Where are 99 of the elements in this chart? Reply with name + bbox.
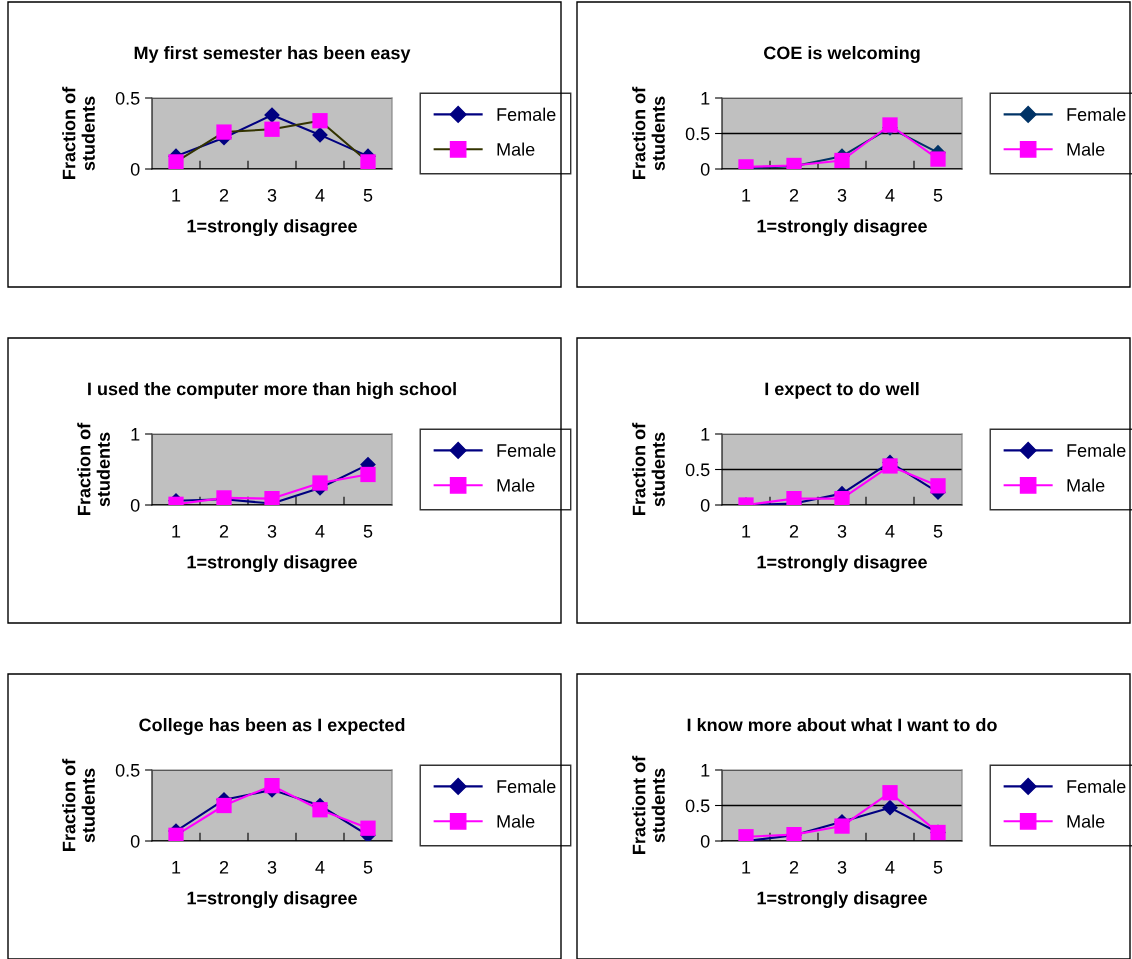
point [312,802,328,818]
y-axis-title: Fraction of students [62,86,95,179]
point [786,490,802,505]
x-axis-title: 1=strongly disagree [757,555,927,573]
point [360,466,376,483]
x-tick-label: 5 [363,189,373,202]
legend-label: Female [497,779,556,793]
x-tick-label: 5 [933,189,943,202]
chart-title: COE is welcoming [763,46,920,63]
x-axis-title: 1=strongly disagree [757,219,927,237]
x-tick-label: 3 [837,860,847,874]
y-axis-title: Fraction of students [77,422,110,515]
chart-title: I know more about what I want to do [687,718,997,732]
point [360,820,376,836]
y-tick-label: 1 [701,428,710,441]
x-tick-label: 4 [315,861,325,874]
chart-title: College has been as I expected [139,718,405,735]
y-axis-title: Fraction of students [632,86,665,179]
y-tick-label: 0 [700,834,710,848]
point [216,124,232,140]
x-tick-label: 4 [315,189,325,202]
point [168,154,184,169]
y-tick-label: 1 [131,428,140,441]
point [834,818,850,834]
x-axis-title: 1=strongly disagree [187,891,357,909]
x-axis-title: 1=strongly disagree [187,219,357,237]
legend-label: Male [497,814,535,828]
y-tick-label: 0.5 [115,763,140,777]
point [312,113,328,129]
x-tick-label: 1 [172,189,181,202]
y-axis-title: Fraction of students [632,422,665,515]
x-tick-label: 3 [837,188,847,202]
x-tick-label: 1 [172,525,181,538]
legend-label: Female [1067,443,1126,457]
chart-title: I used the computer more than high school [88,382,456,399]
legend-label: Male [497,478,535,492]
y-axis-title: Fraction of students [62,758,95,851]
y-axis-title: Fractiont of students [632,755,665,854]
x-tick-label: 3 [267,524,277,538]
x-tick-label: 2 [789,860,799,874]
x-tick-label: 4 [885,189,895,202]
x-tick-label: 1 [742,861,751,874]
x-tick-label: 5 [363,861,373,874]
chart-title: I expect to do well [765,382,919,399]
legend-label: Male [1067,814,1105,828]
y-tick-label: 1 [701,92,710,105]
point [882,785,898,801]
point [312,127,328,143]
legend-label: Male [1067,142,1105,156]
point [312,475,328,491]
legend-label: Male [497,142,535,156]
y-tick-label: 0 [700,162,710,176]
legend-label: Female [497,107,556,121]
x-tick-label: 2 [219,188,229,202]
x-tick-label: 2 [219,860,229,874]
x-tick-label: 5 [363,525,373,538]
point [360,154,376,169]
point [834,490,850,505]
point [264,490,280,505]
y-tick-label: 0 [130,162,140,176]
y-tick-label: 0.5 [115,91,140,105]
point [930,151,946,167]
x-tick-label: 4 [885,525,895,538]
x-tick-label: 5 [933,525,943,538]
y-tick-label: 0 [700,498,710,512]
point [882,799,898,816]
x-tick-label: 3 [837,524,847,538]
x-tick-label: 1 [742,525,751,538]
y-tick-label: 0 [130,498,140,512]
x-tick-label: 4 [315,525,325,538]
x-axis-title: 1=strongly disagree [187,555,357,573]
point [264,777,280,794]
y-tick-label: 0.5 [685,127,710,141]
chart-title: My first semester has been easy [134,46,411,63]
x-tick-label: 2 [789,524,799,538]
point [264,121,280,137]
legend-label: Female [1067,107,1126,121]
y-tick-label: 0.5 [685,463,710,477]
y-tick-label: 0.5 [685,799,710,813]
x-tick-label: 1 [742,189,751,202]
point [168,827,184,841]
point [882,458,898,474]
x-tick-label: 2 [789,188,799,202]
x-tick-label: 5 [933,861,943,874]
y-tick-label: 0 [130,834,140,848]
y-tick-label: 1 [701,764,710,777]
x-tick-label: 4 [885,861,895,874]
point [930,478,946,494]
point [216,797,232,814]
x-axis-title: 1=strongly disagree [757,891,927,909]
x-tick-label: 1 [172,861,181,874]
legend-label: Female [1067,779,1126,793]
legend-label: Male [1067,478,1105,492]
legend-label: Female [497,443,556,457]
point [264,107,280,123]
point [834,152,850,169]
x-tick-label: 3 [267,860,277,874]
x-tick-label: 2 [219,524,229,538]
x-tick-label: 3 [267,188,277,202]
